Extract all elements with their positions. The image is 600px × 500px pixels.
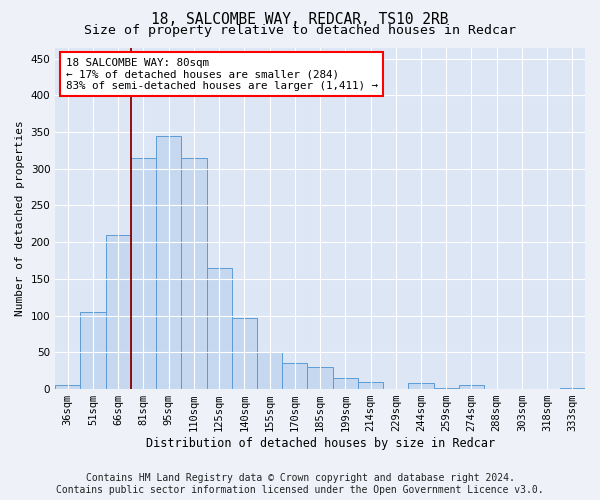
Bar [358,382,383,389]
Text: Size of property relative to detached houses in Redcar: Size of property relative to detached ho… [84,24,516,37]
Bar [257,352,282,389]
Bar [232,318,257,389]
X-axis label: Distribution of detached houses by size in Redcar: Distribution of detached houses by size … [146,437,494,450]
Bar [459,386,484,389]
Bar [332,378,358,389]
Bar [409,383,434,389]
Bar [131,158,156,389]
Bar [181,158,206,389]
Bar [282,364,307,389]
Y-axis label: Number of detached properties: Number of detached properties [15,120,25,316]
Bar [80,312,106,389]
Bar [434,388,459,389]
Bar [55,386,80,389]
Bar [560,388,585,389]
Text: Contains HM Land Registry data © Crown copyright and database right 2024.
Contai: Contains HM Land Registry data © Crown c… [56,474,544,495]
Bar [106,235,131,389]
Text: 18 SALCOMBE WAY: 80sqm
← 17% of detached houses are smaller (284)
83% of semi-de: 18 SALCOMBE WAY: 80sqm ← 17% of detached… [66,58,378,91]
Bar [307,367,332,389]
Text: 18, SALCOMBE WAY, REDCAR, TS10 2RB: 18, SALCOMBE WAY, REDCAR, TS10 2RB [151,12,449,28]
Bar [156,136,181,389]
Bar [206,268,232,389]
